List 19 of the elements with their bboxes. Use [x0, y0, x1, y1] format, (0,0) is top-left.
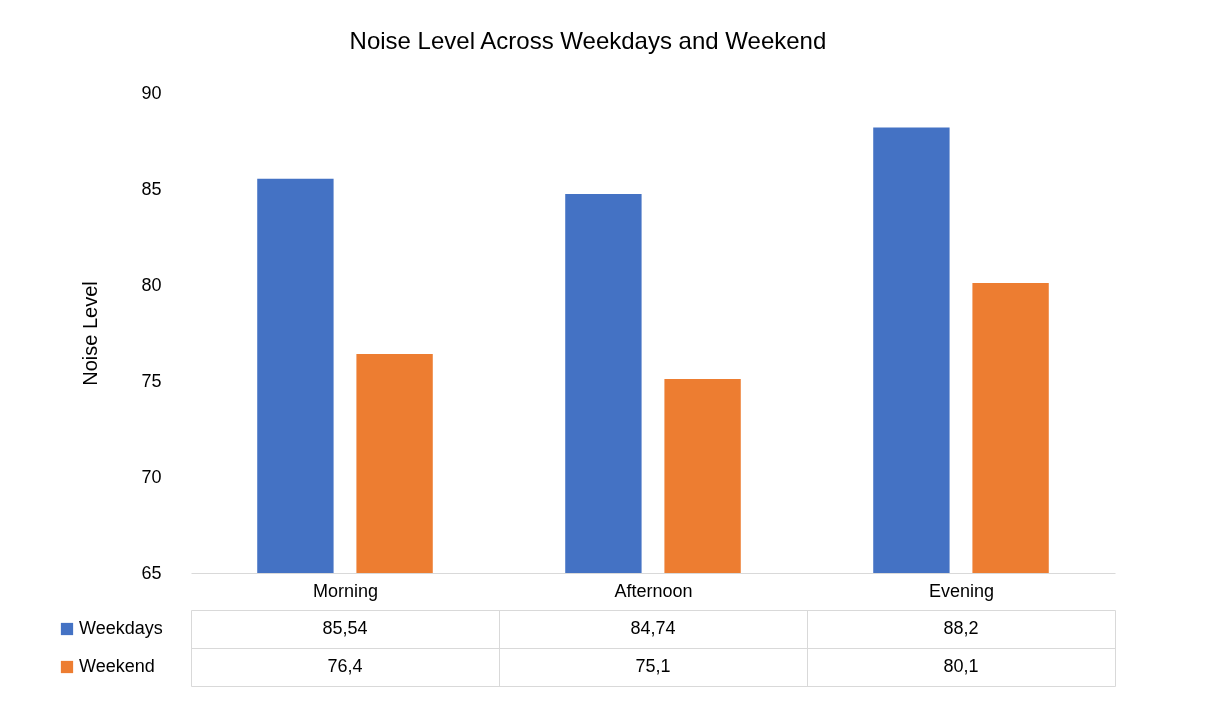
- data-label: 76,4: [327, 656, 363, 676]
- y-tick-label: 85: [141, 178, 162, 199]
- y-tick-label: 75: [141, 370, 162, 391]
- x-tick-label: Morning: [312, 580, 379, 601]
- chart-title: Noise Level Across Weekdays and Weekend: [349, 27, 827, 54]
- y-tick-label: 65: [141, 562, 162, 583]
- x-tick-label: Afternoon: [614, 580, 693, 601]
- data-label: 80,1: [943, 656, 979, 676]
- legend-label: Weekend: [79, 656, 155, 676]
- data-label: 84,74: [630, 618, 676, 638]
- data-label: 88,2: [943, 618, 979, 638]
- data-label: 75,1: [635, 656, 671, 676]
- data-label: 85,54: [322, 618, 368, 638]
- y-tick-label: 90: [141, 82, 162, 103]
- y-tick-label: 70: [141, 466, 162, 487]
- y-axis-title: Noise Level: [79, 281, 102, 386]
- legend-label: Weekdays: [79, 618, 163, 638]
- x-tick-label: Evening: [928, 580, 995, 601]
- y-tick-label: 80: [141, 274, 162, 295]
